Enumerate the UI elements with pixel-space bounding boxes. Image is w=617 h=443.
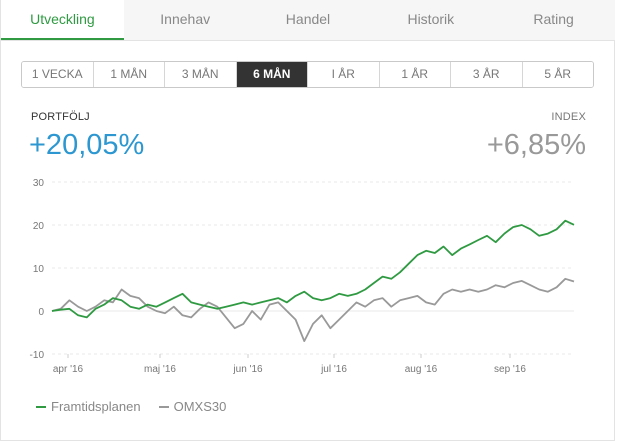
y-tick-label: 10 xyxy=(33,264,45,275)
y-tick-label: -10 xyxy=(30,350,45,361)
tab-bar: Utveckling Innehav Handel Historik Ratin… xyxy=(1,0,615,41)
index-label: INDEX xyxy=(551,111,586,123)
y-tick-label: 30 xyxy=(33,178,45,189)
index-return: +6,85% xyxy=(486,129,586,161)
tab-utveckling[interactable]: Utveckling xyxy=(1,0,124,40)
x-tick-label: apr '16 xyxy=(53,364,84,375)
legend-item-omxs30[interactable]: OMXS30 xyxy=(158,399,227,414)
series-line-omxs30 xyxy=(51,277,575,343)
x-tick-label: jul '16 xyxy=(320,364,347,375)
legend-swatch-green xyxy=(36,405,46,408)
range-5-ar[interactable]: 5 ÅR xyxy=(522,62,593,87)
x-tick-label: sep '16 xyxy=(494,364,526,375)
chart-legend: Framtidsplanen OMXS30 xyxy=(36,399,226,414)
tab-innehav[interactable]: Innehav xyxy=(160,11,211,27)
range-selector: 1 VECKA 1 MÅN 3 MÅN 6 MÅN I ÅR 1 ÅR 3 ÅR… xyxy=(21,61,594,88)
range-6-man[interactable]: 6 MÅN xyxy=(236,62,308,87)
x-tick-label: aug '16 xyxy=(405,364,438,375)
range-i-ar[interactable]: I ÅR xyxy=(308,62,380,87)
legend-swatch-gray xyxy=(158,405,169,408)
legend-label-omxs30: OMXS30 xyxy=(173,399,227,414)
range-3-ar[interactable]: 3 ÅR xyxy=(451,62,523,87)
performance-chart: 30 20 10 0 -10 apr '16 maj '16 jun '16 jul '16 au… xyxy=(30,178,575,375)
legend-label-framtidsplanen: Framtidsplanen xyxy=(51,399,141,414)
range-3-man[interactable]: 3 MÅN xyxy=(165,62,237,87)
portfolio-label: PORTFÖLJ xyxy=(31,111,90,123)
tab-handel[interactable]: Handel xyxy=(285,11,331,27)
tab-rating[interactable]: Rating xyxy=(533,11,574,27)
y-tick-label: 20 xyxy=(33,221,45,232)
range-1-vecka[interactable]: 1 VECKA xyxy=(22,62,94,87)
x-tick-label: maj '16 xyxy=(144,364,176,375)
tab-historik[interactable]: Historik xyxy=(407,11,455,27)
series-line-framtidsplanen xyxy=(51,219,575,319)
x-tick-label: jun '16 xyxy=(232,364,263,375)
legend-item-framtidsplanen[interactable]: Framtidsplanen xyxy=(36,399,141,414)
portfolio-return: +20,05% xyxy=(29,129,145,161)
range-1-man[interactable]: 1 MÅN xyxy=(93,62,165,87)
y-tick-label: 0 xyxy=(38,307,44,318)
range-1-ar[interactable]: 1 ÅR xyxy=(379,62,451,87)
